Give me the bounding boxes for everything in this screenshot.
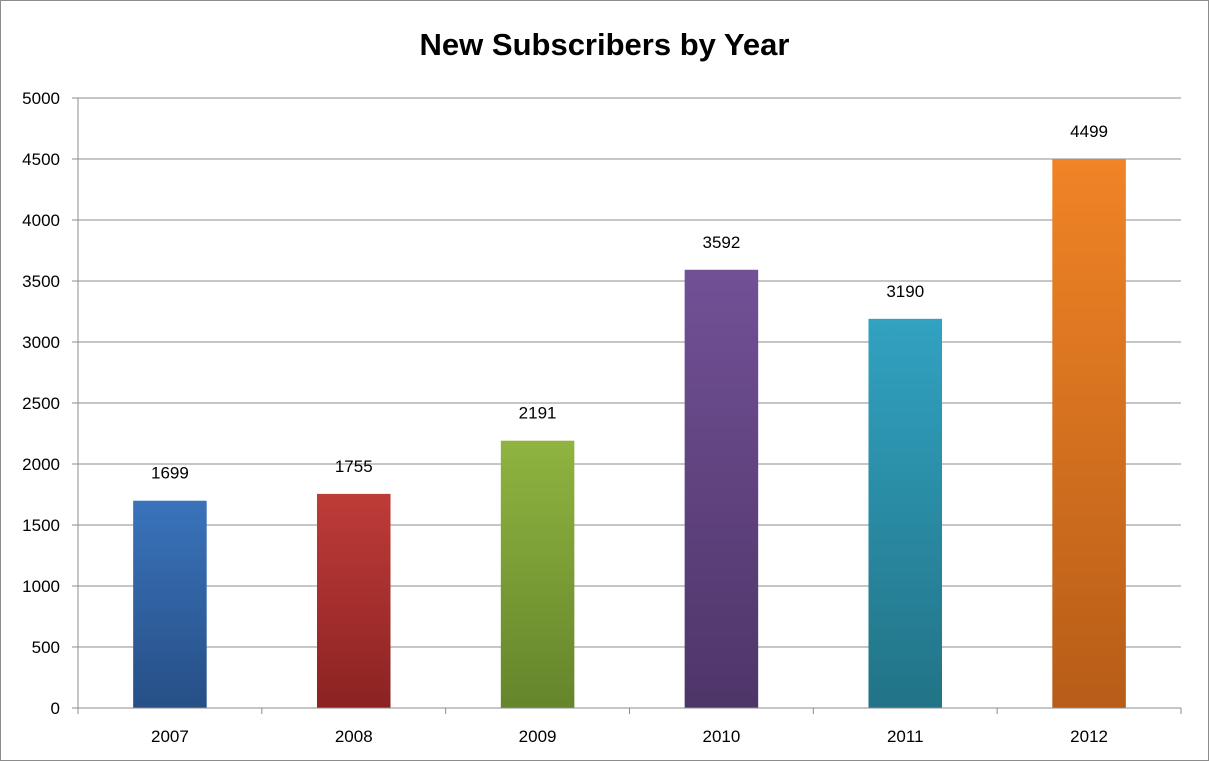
y-tick-label: 3000 [22,333,60,352]
x-tick-label: 2011 [887,727,924,746]
bars [133,159,1126,708]
labels: 0 500 1000 1500 2000 2500 3000 3500 4000 4500 5000… [22,89,1108,746]
bar-2011 [868,318,943,708]
y-tick-label: 5000 [22,89,60,108]
bar-2007 [133,500,207,708]
y-tick-label: 3500 [22,272,60,291]
bar-2009 [500,440,575,708]
bar-2010 [684,269,759,708]
y-tick-label: 2500 [22,394,60,413]
y-tick-label: 4000 [22,211,60,230]
x-tick-label: 2007 [151,727,189,746]
y-tick-label: 500 [32,638,60,657]
chart-title: New Subscribers by Year [419,27,790,62]
y-tick-label: 0 [51,699,60,718]
bar-2008 [316,493,391,708]
data-label-2009: 2191 [519,404,557,423]
data-label-2011: 3190 [886,282,924,301]
data-label-2008: 1755 [335,457,373,476]
data-label-2012: 4499 [1070,122,1108,141]
x-tick-label: 2008 [335,727,373,746]
gridlines [78,97,1181,648]
y-tick-label: 4500 [22,150,60,169]
bar-2012 [1052,159,1126,708]
x-tick-label: 2009 [519,727,557,746]
x-tick-label: 2012 [1070,727,1108,746]
data-label-2010: 3592 [703,233,741,252]
y-tick-label: 1000 [22,577,60,596]
data-label-2007: 1699 [151,464,189,483]
y-tick-label: 1500 [22,516,60,535]
x-tick-label: 2010 [703,727,741,746]
axes [72,97,1182,714]
y-tick-label: 2000 [22,455,60,474]
